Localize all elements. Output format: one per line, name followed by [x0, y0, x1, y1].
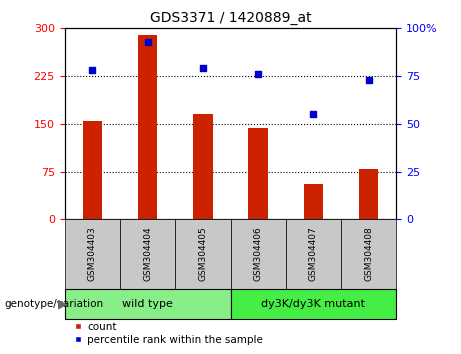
Bar: [193, 114, 213, 219]
Point: [310, 112, 317, 117]
Title: GDS3371 / 1420889_at: GDS3371 / 1420889_at: [150, 11, 311, 24]
Point: [199, 65, 207, 71]
Text: wild type: wild type: [122, 298, 173, 309]
Bar: [304, 184, 323, 219]
Text: genotype/variation: genotype/variation: [5, 298, 104, 309]
Point: [144, 39, 151, 45]
Bar: [138, 35, 157, 219]
Text: dy3K/dy3K mutant: dy3K/dy3K mutant: [261, 298, 366, 309]
Bar: [359, 169, 378, 219]
Point: [89, 68, 96, 73]
Point: [365, 77, 372, 83]
Text: GSM304406: GSM304406: [254, 227, 263, 281]
Bar: [248, 129, 268, 219]
Text: GSM304405: GSM304405: [198, 227, 207, 281]
Point: [254, 72, 262, 77]
Legend: count, percentile rank within the sample: count, percentile rank within the sample: [70, 317, 267, 349]
Text: GSM304407: GSM304407: [309, 227, 318, 281]
Bar: [83, 121, 102, 219]
Text: GSM304404: GSM304404: [143, 227, 152, 281]
Text: GSM304408: GSM304408: [364, 227, 373, 281]
Text: ▶: ▶: [58, 297, 67, 310]
Text: GSM304403: GSM304403: [88, 227, 97, 281]
